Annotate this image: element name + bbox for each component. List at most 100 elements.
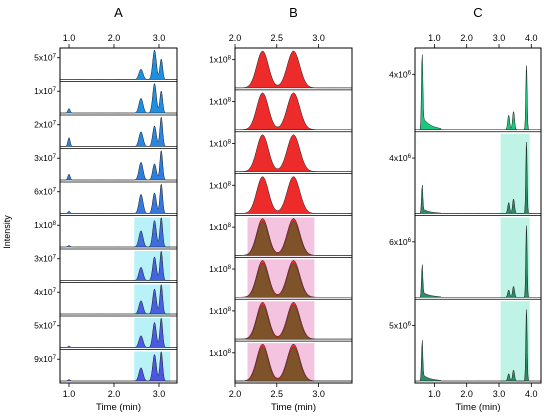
chromatogram-trace <box>234 134 353 172</box>
x-tick-label-top: 2.0 <box>460 33 473 43</box>
chromatogram-trace <box>60 217 177 248</box>
row-max-label: 1x108 <box>34 220 56 230</box>
chromatogram-row: 1x108 <box>209 50 353 91</box>
x-tick-label-bottom: 2.0 <box>108 389 121 399</box>
chromatogram-row: 5x107 <box>34 49 177 82</box>
chromatogram-trace <box>60 183 177 214</box>
chromatogram-row: 2x107 <box>34 116 177 149</box>
chromatogram-trace <box>415 309 541 382</box>
panel-frame <box>234 47 353 384</box>
x-tick-label-top: 1.0 <box>428 33 441 43</box>
x-tick-label-bottom: 1.0 <box>63 389 76 399</box>
chromatogram-trace <box>60 317 177 348</box>
chromatogram-row: 1x108 <box>209 343 352 384</box>
row-max-label: 1x108 <box>209 348 231 358</box>
x-tick-label-top: 3.0 <box>153 33 166 43</box>
overlay-trace <box>234 305 353 340</box>
chromatogram-row: 4x106 <box>389 133 541 216</box>
x-tick-label-top: 1.0 <box>63 33 76 43</box>
row-max-label: 1x107 <box>34 86 56 96</box>
x-tick-label-bottom: 3.0 <box>493 389 506 399</box>
panel-label: A <box>114 5 123 20</box>
chromatogram-row: 1x108 <box>34 217 177 250</box>
x-axis-title: Time (min) <box>96 402 141 413</box>
x-tick-label-top: 2.0 <box>229 33 242 43</box>
x-tick-label-bottom: 3.0 <box>312 389 325 399</box>
x-tick-label-top: 4.0 <box>525 33 538 43</box>
panel-a: A 5x107 1x107 2x107 3x107 6x107 1x108 3x107 4x10… <box>34 5 178 413</box>
row-max-label: 1x108 <box>209 55 231 65</box>
chromatogram-trace <box>60 116 177 147</box>
row-max-label: 1x108 <box>209 306 231 316</box>
chromatogram-trace <box>60 49 177 80</box>
row-max-label: 9x107 <box>34 354 56 364</box>
row-max-label: 1x108 <box>209 138 231 148</box>
highlight-region <box>500 301 530 382</box>
panel-label: B <box>289 5 298 20</box>
row-max-label: 1x108 <box>209 222 231 232</box>
chromatogram-trace <box>60 284 177 315</box>
chromatogram-row: 5x107 <box>34 317 177 350</box>
x-tick-label-bottom: 2.0 <box>229 389 242 399</box>
panel-b: B 1x108 1x108 1x108 1x108 1x108 1x108 1x108 1x10… <box>209 5 353 413</box>
x-tick-label-bottom: 3.0 <box>153 389 166 399</box>
highlight-region <box>500 217 530 299</box>
chromatogram-trace <box>60 150 177 181</box>
chromatogram-row: 3x107 <box>34 250 177 283</box>
y-axis-label: Intensity <box>2 215 12 249</box>
row-max-label: 1x108 <box>209 264 231 274</box>
row-max-label: 1x108 <box>209 97 231 107</box>
chromatogram-trace <box>235 92 352 130</box>
chromatogram-trace <box>415 142 541 214</box>
highlight-region <box>500 133 530 215</box>
x-tick-label-top: 3.0 <box>493 33 506 43</box>
x-axis-title: Time (min) <box>271 402 316 413</box>
chromatogram-row: 6x107 <box>34 183 177 216</box>
x-tick-label-top: 3.0 <box>312 33 325 43</box>
row-max-label: 1x108 <box>209 180 231 190</box>
x-tick-label-bottom: 4.0 <box>525 389 538 399</box>
row-max-label: 3x107 <box>34 254 56 264</box>
row-max-label: 5x107 <box>34 321 56 331</box>
overlay-trace <box>235 346 352 382</box>
x-axis-title: Time (min) <box>455 402 500 413</box>
row-max-label: 3x107 <box>34 153 56 163</box>
row-max-label: 6x106 <box>389 237 411 247</box>
row-max-label: 2x107 <box>34 120 56 130</box>
chromatogram-row: 5x106 <box>389 301 541 384</box>
row-max-label: 4x106 <box>389 153 411 163</box>
panel-frame <box>414 47 542 384</box>
chromatogram-trace <box>235 176 352 214</box>
chromatogram-row: 9x107 <box>34 351 177 384</box>
chromatogram-row: 1x107 <box>34 82 177 116</box>
chromatogram-trace <box>60 250 177 281</box>
chromatogram-row: 1x108 <box>209 301 353 342</box>
panel-frame <box>59 47 178 384</box>
chromatogram-trace <box>60 351 177 382</box>
chromatogram-row: 1x108 <box>209 176 352 216</box>
chromatogram-row: 4x106 <box>389 54 541 133</box>
x-tick-label-top: 2.5 <box>271 33 284 43</box>
chromatogram-trace <box>415 225 541 298</box>
x-tick-label-bottom: 2.0 <box>460 389 473 399</box>
row-max-label: 5x106 <box>389 321 411 331</box>
chromatogram-row: 6x106 <box>389 217 541 300</box>
chromatogram-row: 1x108 <box>209 217 353 258</box>
chromatogram-trace <box>60 82 177 114</box>
x-tick-label-top: 2.0 <box>108 33 121 43</box>
row-max-label: 4x107 <box>34 287 56 297</box>
x-tick-label-bottom: 1.0 <box>428 389 441 399</box>
chromatogram-row: 3x107 <box>34 150 177 183</box>
chromatogram-row: 1x108 <box>209 134 353 175</box>
chromatogram-row: 4x107 <box>34 284 177 317</box>
row-max-label: 6x107 <box>34 187 56 197</box>
chromatogram-row: 1x108 <box>209 92 352 133</box>
chromatogram-row: 1x108 <box>209 259 352 300</box>
overlay-trace <box>235 263 352 298</box>
row-max-label: 4x106 <box>389 69 411 79</box>
x-tick-label-bottom: 2.5 <box>271 389 284 399</box>
chromatogram-trace <box>234 50 353 89</box>
row-max-label: 5x107 <box>34 53 56 63</box>
panel-c: C 4x106 4x106 6x106 5x106 1.0 1.0 2.0 2.0 3.0 3.0 4… <box>389 5 542 413</box>
